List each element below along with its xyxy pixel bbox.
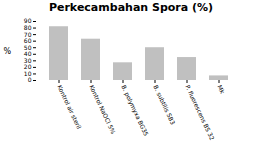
- html-text:Perkecambahan Spora (%): Perkecambahan Spora (%): [48, 1, 214, 14]
- svg-text:10: 10: [24, 70, 32, 77]
- svg-text:0: 0: [28, 76, 32, 83]
- svg-text:Kontrol air steril: Kontrol air steril: [56, 84, 83, 131]
- svg-text:60: 60: [24, 37, 32, 44]
- svg-text:40: 40: [24, 50, 32, 57]
- svg-text:80: 80: [24, 24, 32, 31]
- svg-text:30: 30: [24, 57, 32, 64]
- svg-text:P. fluorescens BS 32: P. fluorescens BS 32: [184, 84, 216, 142]
- svg-text:90: 90: [24, 17, 32, 24]
- svg-text:20: 20: [24, 63, 32, 70]
- svg-text:70: 70: [24, 31, 32, 38]
- svg-text:50: 50: [24, 44, 32, 51]
- svg-text:B. polymyxa BG35: B. polymyxa BG35: [119, 84, 150, 138]
- svg-text:%: %: [4, 47, 12, 56]
- svg-text:Mk: Mk: [216, 84, 226, 95]
- svg-text:B. subtilis SB3: B. subtilis SB3: [152, 84, 177, 126]
- svg-text:Kontrol NaOCl 5%: Kontrol NaOCl 5%: [88, 84, 117, 135]
